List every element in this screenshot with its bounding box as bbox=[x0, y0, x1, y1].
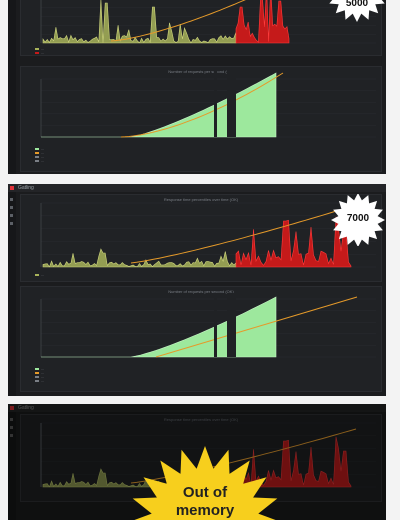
screenshot-1: ― ― Number of requests per second (OK) ― ―… bbox=[8, 0, 386, 174]
sidebar-icon[interactable] bbox=[10, 418, 13, 421]
legend: ― ― bbox=[35, 47, 44, 55]
gatling-logo-icon bbox=[10, 406, 14, 410]
screenshot-3: Gatling Response time percentiles over t… bbox=[8, 404, 386, 520]
app-topbar: Gatling bbox=[8, 404, 386, 412]
app-name: Gatling bbox=[18, 404, 34, 412]
gatling-logo-icon bbox=[10, 186, 14, 190]
app-topbar: Gatling bbox=[8, 184, 386, 192]
legend: ― bbox=[35, 273, 44, 277]
sidebar-rail bbox=[8, 192, 16, 396]
data-gap bbox=[227, 69, 236, 137]
sidebar-rail bbox=[8, 0, 16, 174]
sidebar-icon[interactable] bbox=[10, 426, 13, 429]
badge-line-1: Out of bbox=[148, 484, 262, 502]
ok-area bbox=[43, 249, 236, 267]
legend: ― ― ― ― bbox=[35, 147, 44, 163]
green-area bbox=[41, 297, 276, 357]
badge-label: 5000 bbox=[326, 0, 386, 9]
green-area bbox=[41, 73, 276, 137]
app-name: Gatling bbox=[18, 184, 34, 192]
data-gap bbox=[227, 293, 236, 357]
response-time-chart bbox=[21, 195, 383, 281]
active-users-panel: Number of requests per second (OK) ― ― ― ― bbox=[20, 286, 382, 392]
ko-area bbox=[236, 0, 289, 43]
badge-line-2: memory bbox=[148, 502, 262, 520]
sidebar-icon[interactable] bbox=[10, 222, 13, 225]
data-gap bbox=[214, 69, 217, 137]
sidebar-icon[interactable] bbox=[10, 434, 13, 437]
active-users-chart bbox=[21, 67, 383, 171]
response-time-panel: Response time percentiles over time (OK)… bbox=[20, 194, 382, 282]
legend: ― ― ― ― bbox=[35, 367, 44, 383]
sidebar-icon[interactable] bbox=[10, 198, 13, 201]
sidebar-rail bbox=[8, 412, 16, 520]
active-users-chart bbox=[21, 287, 383, 391]
sidebar-icon[interactable] bbox=[10, 214, 13, 217]
screenshot-2: Gatling Response time percentiles over t… bbox=[8, 184, 386, 396]
data-gap bbox=[214, 293, 217, 357]
badge-label: Out of memory bbox=[148, 484, 262, 520]
sidebar-icon[interactable] bbox=[10, 206, 13, 209]
active-users-panel: Number of requests per second (OK) ― ― ― ― bbox=[20, 66, 382, 172]
badge-label: 7000 bbox=[330, 213, 386, 224]
